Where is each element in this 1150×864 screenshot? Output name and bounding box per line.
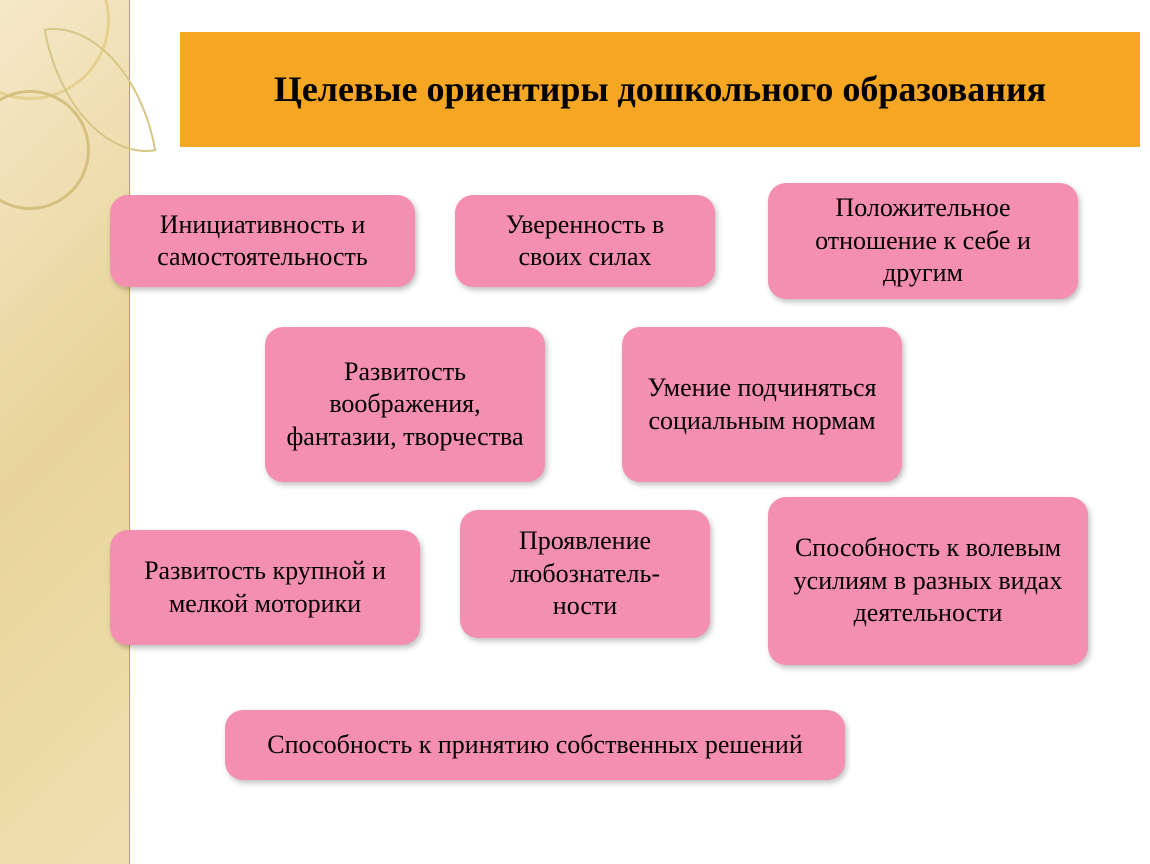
- concept-box: Развитость воображения, фантазии, творче…: [265, 327, 545, 482]
- concept-box: Уверенность в своих силах: [455, 195, 715, 287]
- concept-box: Умение подчиняться социальным нормам: [622, 327, 902, 482]
- concept-box: Способность к принятию собственных решен…: [225, 710, 845, 780]
- concept-box: Проявление любознатель- ности: [460, 510, 710, 638]
- concept-box: Способность к волевым усилиям в разных в…: [768, 497, 1088, 665]
- concept-box: Инициативность и самостоятельность: [110, 195, 415, 287]
- slide-title: Целевые ориентиры дошкольного образовани…: [180, 32, 1140, 147]
- concept-box: Положительное отношение к себе и другим: [768, 183, 1078, 299]
- concept-box: Развитость крупной и мелкой моторики: [110, 530, 420, 645]
- slide-canvas: Целевые ориентиры дошкольного образовани…: [0, 0, 1150, 864]
